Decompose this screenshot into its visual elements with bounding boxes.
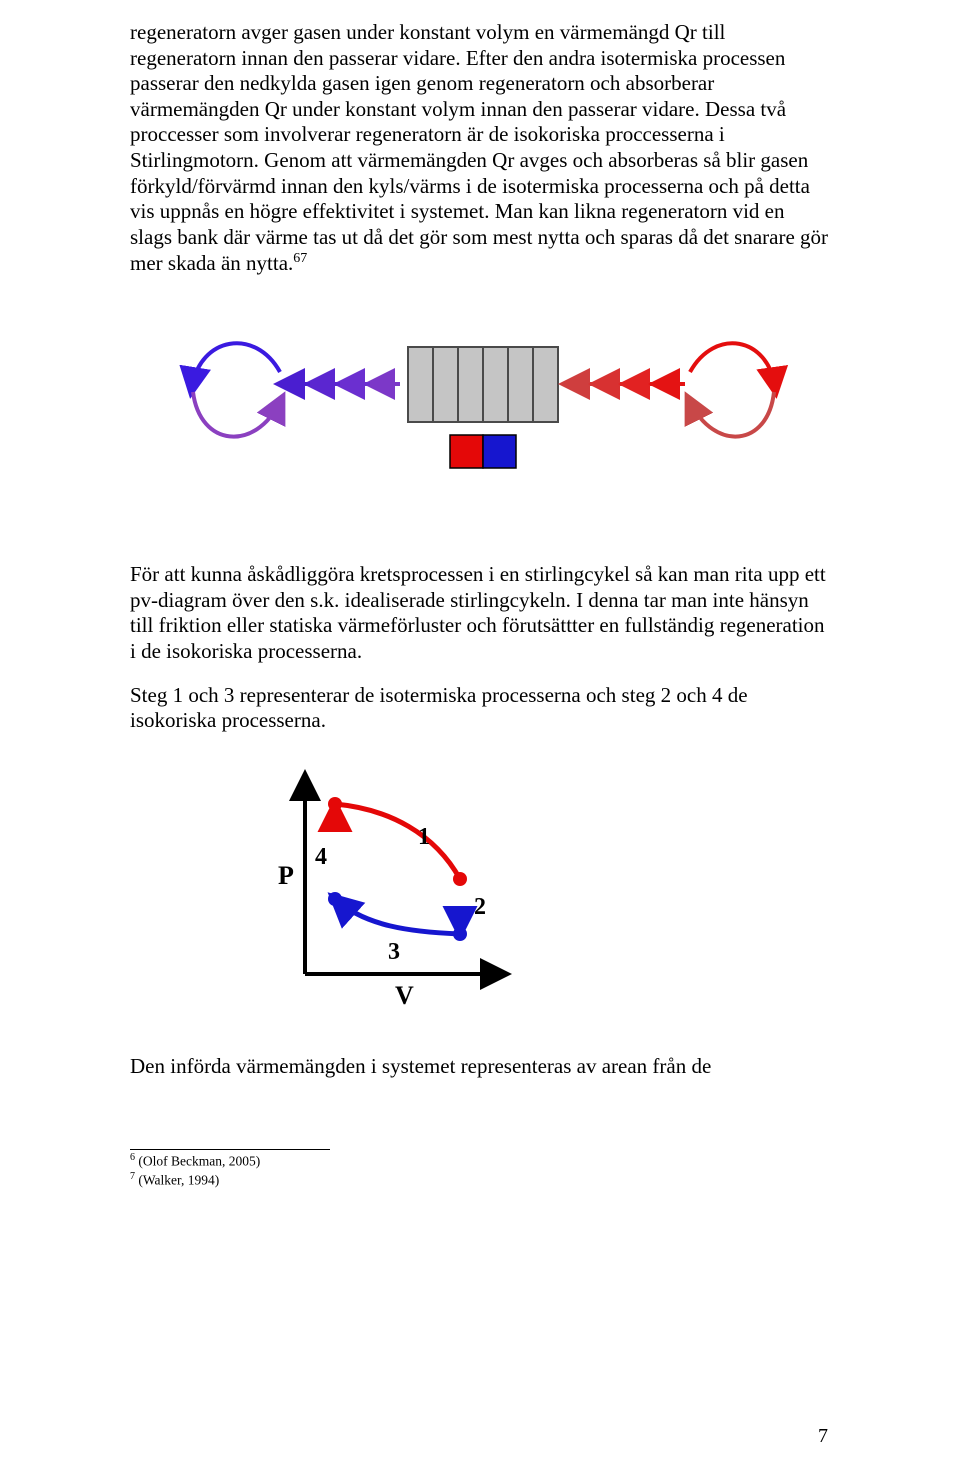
- paragraph-1-text: regeneratorn avger gasen under konstant …: [130, 20, 828, 275]
- pv-point-tr: [453, 872, 467, 886]
- label-2: 2: [474, 894, 486, 920]
- step-3: [335, 899, 460, 934]
- footnotes: 6 (Olof Beckman, 2005) 7 (Walker, 1994): [130, 1152, 830, 1189]
- page-number: 7: [818, 1425, 828, 1448]
- footnote-6-text: (Olof Beckman, 2005): [135, 1154, 260, 1169]
- label-1: 1: [418, 824, 430, 850]
- footnote-7: 7 (Walker, 1994): [130, 1171, 830, 1189]
- footnote-7-text: (Walker, 1994): [135, 1172, 219, 1187]
- legend-red: [450, 435, 483, 468]
- y-axis-label: P: [278, 861, 294, 890]
- paragraph-2: För att kunna åskådliggöra kretsprocesse…: [130, 562, 830, 664]
- left-loop: [192, 343, 280, 436]
- x-axis-label: V: [395, 981, 414, 1009]
- legend-blue: [483, 435, 516, 468]
- paragraph-3: Steg 1 och 3 representerar de isotermisk…: [130, 683, 830, 734]
- footnote-separator: [130, 1149, 330, 1150]
- pv-point-tl: [328, 797, 342, 811]
- label-4: 4: [315, 844, 327, 870]
- footnote-ref-7: 7: [300, 251, 307, 266]
- figure-pv: P V 1 2 3 4: [260, 769, 515, 1009]
- pv-point-bl: [328, 892, 342, 906]
- paragraph-1: regeneratorn avger gasen under konstant …: [130, 20, 830, 277]
- page: regeneratorn avger gasen under konstant …: [0, 0, 960, 1470]
- right-loop: [690, 343, 775, 436]
- step-1: [335, 804, 460, 879]
- figure-regenerator: [160, 312, 800, 517]
- regenerator-block: [408, 347, 558, 422]
- paragraph-4: Den införda värmemängden i systemet repr…: [130, 1054, 830, 1080]
- footnote-6: 6 (Olof Beckman, 2005): [130, 1152, 830, 1170]
- pv-point-br: [453, 927, 467, 941]
- label-3: 3: [388, 939, 400, 965]
